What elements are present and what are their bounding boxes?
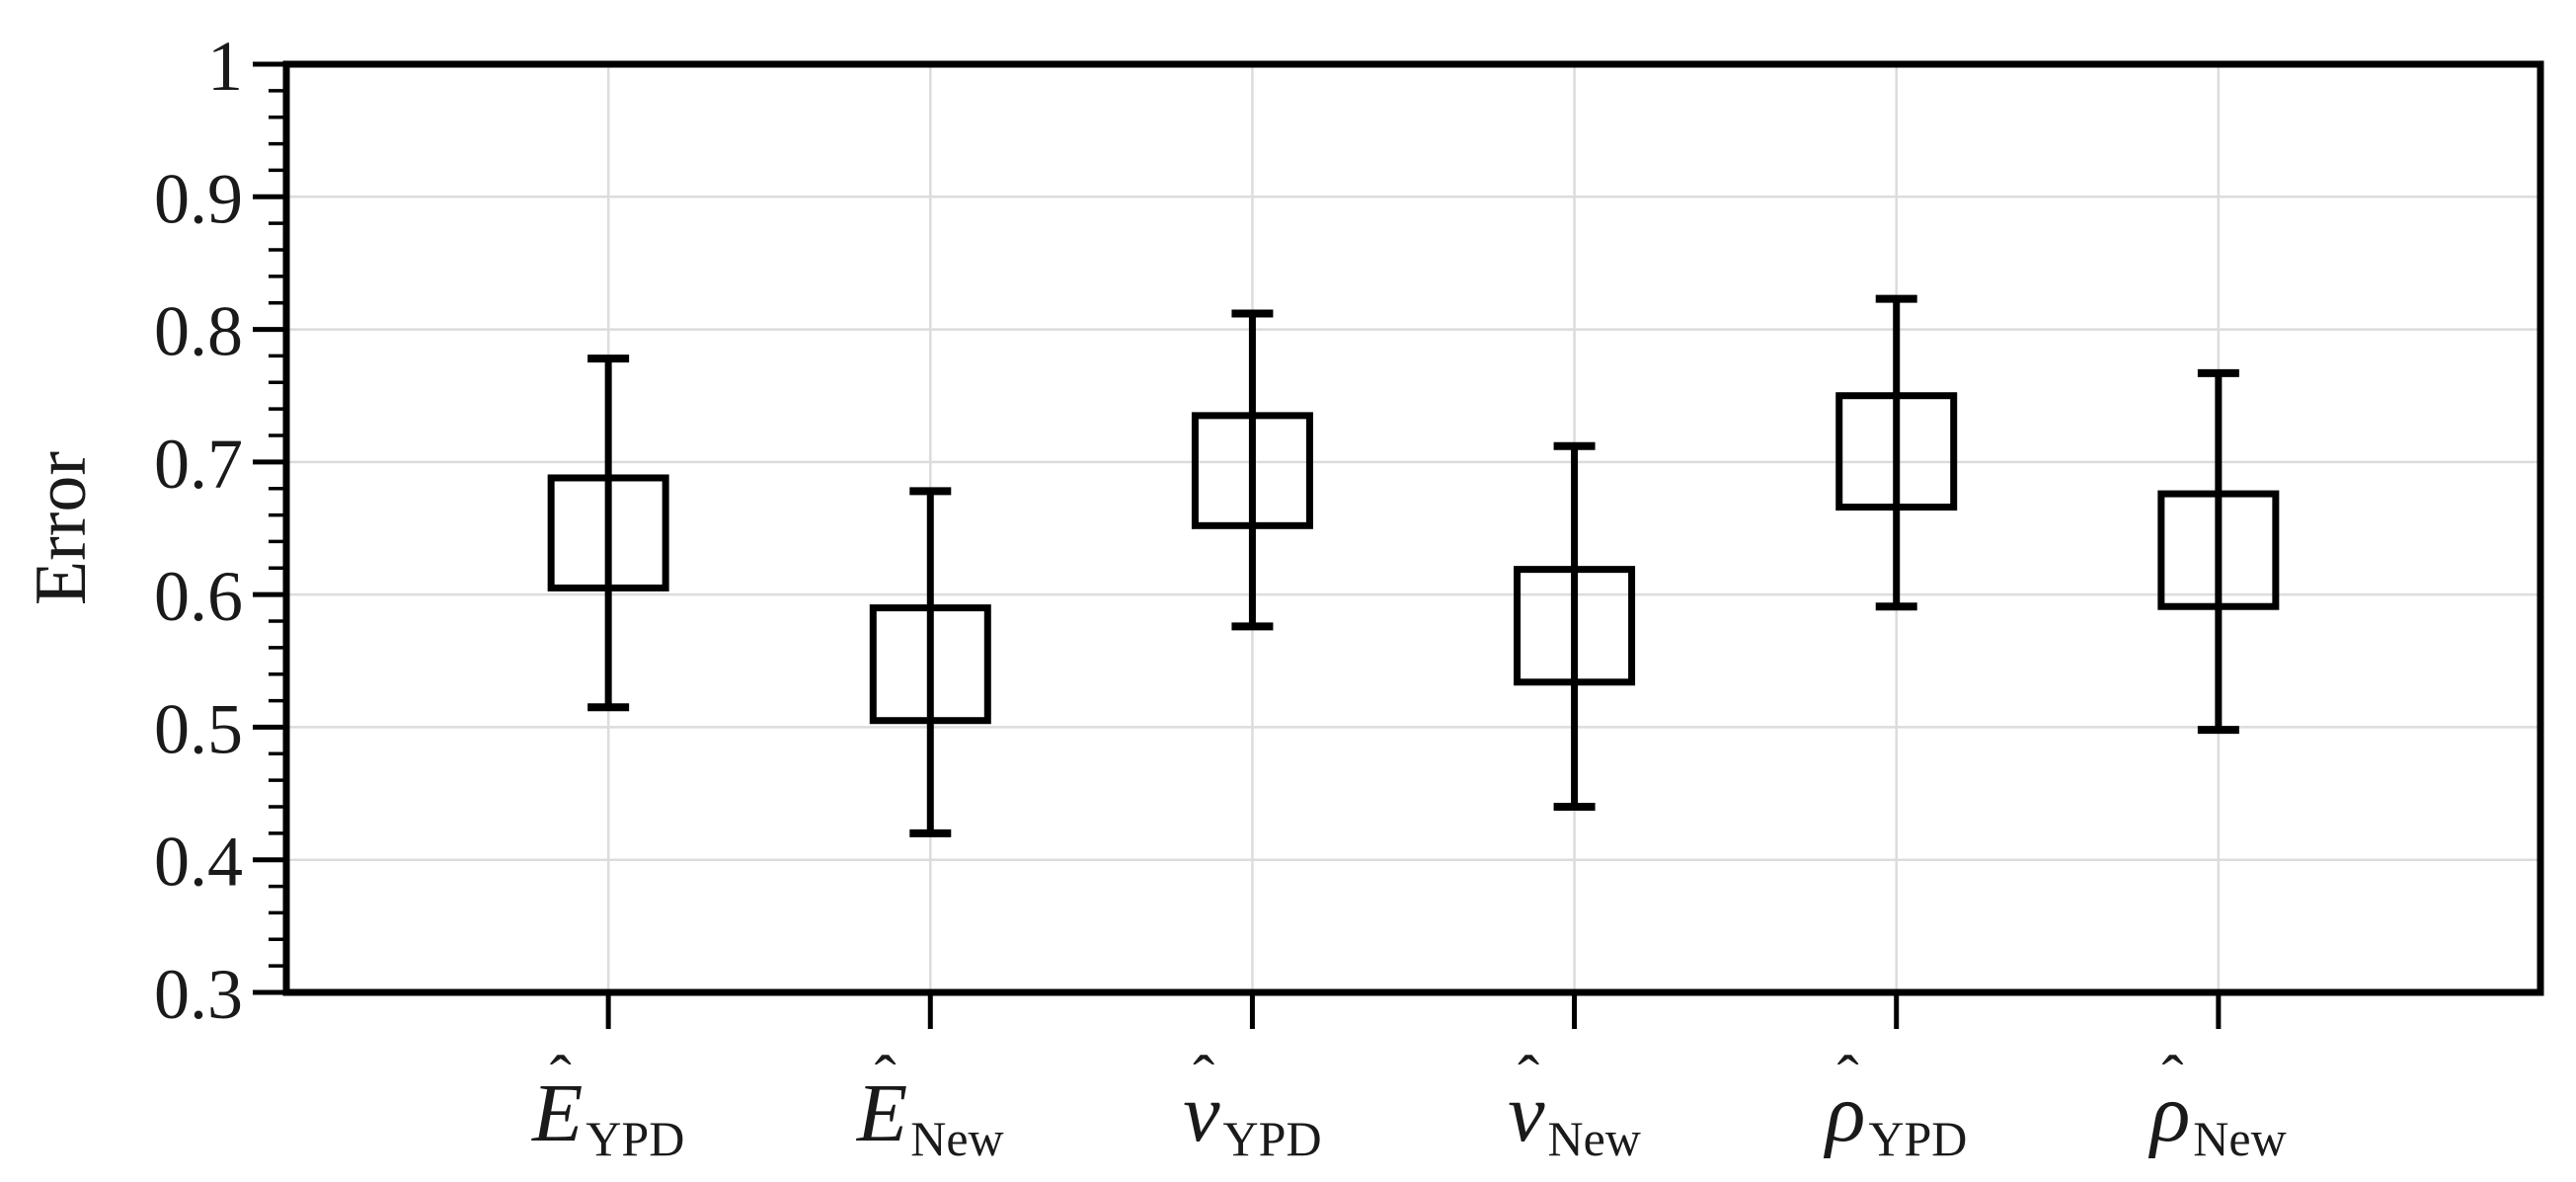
y-tick-label: 0.5	[154, 689, 243, 768]
y-tick-label: 0.4	[154, 823, 243, 902]
x-tick-label-rho_New: ρ ˆ New	[2149, 1042, 2287, 1163]
x-label-subscript: New	[2193, 1111, 2287, 1166]
box-rect	[2157, 490, 2280, 610]
hat-accent: ˆ	[1836, 1042, 1859, 1115]
boxplot-item-v_YPD	[1191, 309, 1313, 631]
boxplot-item-E_YPD	[547, 355, 669, 712]
boxplot-item-E_New	[869, 487, 991, 837]
x-tick-label-E_YPD: E ˆ YPD	[531, 1042, 684, 1163]
box-rect	[869, 604, 991, 725]
hat-accent: ˆ	[874, 1042, 897, 1115]
hat-accent: ˆ	[1518, 1042, 1540, 1115]
box-rect	[1835, 392, 1958, 512]
hat-accent: ˆ	[549, 1042, 572, 1115]
boxplot-item-rho_YPD	[1835, 294, 1958, 611]
boxplot-item-rho_New	[2157, 368, 2280, 735]
x-label-subscript: YPD	[1222, 1111, 1322, 1166]
y-tick-label: 0.3	[154, 955, 243, 1034]
box-rect	[1191, 412, 1313, 529]
x-label-subscript: New	[1547, 1111, 1641, 1166]
x-label-subscript: New	[910, 1111, 1004, 1166]
x-label-subscript: YPD	[585, 1111, 685, 1166]
y-tick-label: 1	[207, 27, 243, 106]
y-tick-label: 0.9	[154, 159, 243, 238]
y-tick-label: 0.6	[154, 557, 243, 636]
x-tick-label-rho_YPD: ρ ˆ YPD	[1826, 1042, 1967, 1163]
y-tick-label: 0.7	[154, 425, 243, 504]
hat-accent: ˆ	[2161, 1042, 2184, 1115]
box-rect	[1514, 566, 1636, 686]
hat-accent: ˆ	[1193, 1042, 1215, 1115]
plot-border	[282, 60, 2544, 996]
boxplot-item-v_New	[1514, 441, 1636, 811]
x-tick-label-v_New: v ˆ New	[1508, 1042, 1641, 1163]
box-rect	[547, 474, 669, 591]
x-tick-label-E_New: E ˆ New	[856, 1042, 1004, 1163]
y-axis-title: Error	[21, 450, 102, 606]
x-tick-label-v_YPD: v ˆ YPD	[1183, 1042, 1321, 1163]
y-tick-label: 0.8	[154, 292, 243, 371]
x-label-subscript: YPD	[1868, 1111, 1968, 1166]
